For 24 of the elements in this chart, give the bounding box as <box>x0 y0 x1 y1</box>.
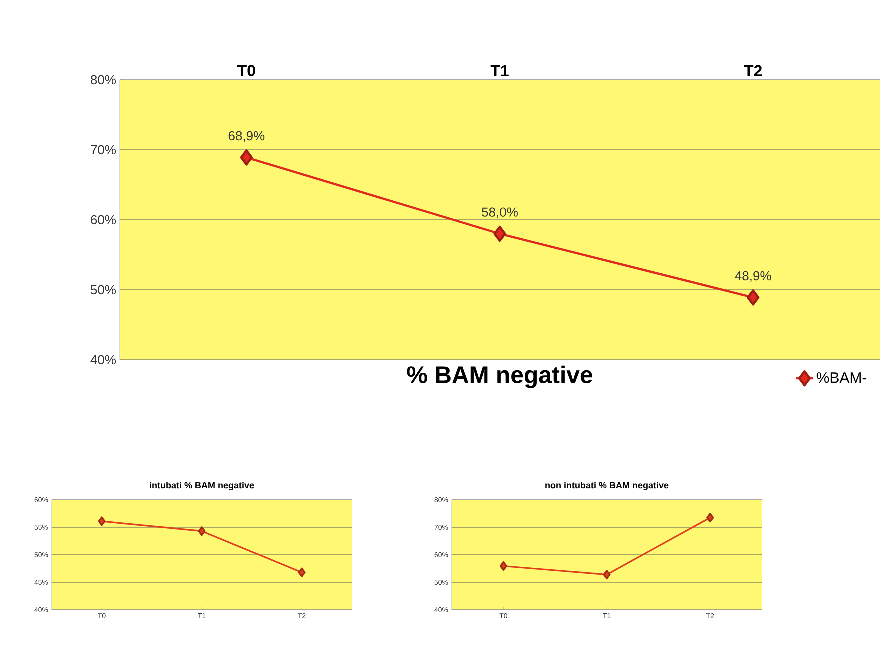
text: % BAM negative <box>407 366 593 388</box>
data-label: 68,9% <box>228 131 265 142</box>
point <box>240 150 254 166</box>
point <box>746 290 760 306</box>
chart-title: non intubati % BAM negative <box>546 482 669 490</box>
point <box>198 526 206 536</box>
point <box>706 513 714 523</box>
data-label: 48,9% <box>735 271 772 282</box>
point <box>500 561 508 572</box>
x-tick-label: T2 <box>744 65 762 76</box>
point <box>494 226 506 242</box>
point <box>98 516 106 526</box>
y-tick-label: 40% <box>90 355 116 365</box>
chart-title: intubati % BAM negative <box>150 482 254 490</box>
y-tick-label: 50% <box>90 285 116 295</box>
point <box>298 568 306 578</box>
y-tick-label: 70% <box>91 145 116 155</box>
point <box>603 570 611 580</box>
y-tick-label: 80% <box>91 75 116 85</box>
x-tick-label: T0 <box>238 65 256 76</box>
y-tick-label: 60% <box>91 215 116 225</box>
data-label: 58,0% <box>482 208 518 218</box>
x-tick-label: T1 <box>490 65 509 76</box>
legend-label: %BAM- <box>816 372 867 384</box>
